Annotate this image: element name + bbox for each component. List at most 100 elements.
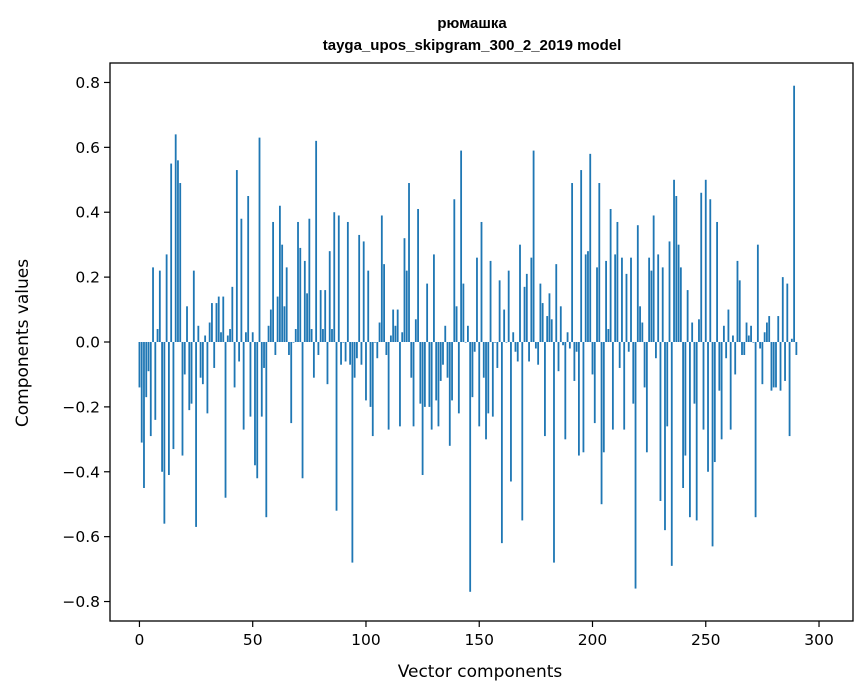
bar bbox=[589, 153, 592, 342]
bar bbox=[523, 286, 526, 342]
bar bbox=[587, 251, 589, 342]
bar bbox=[505, 342, 508, 343]
bar bbox=[611, 342, 614, 430]
bar bbox=[478, 342, 481, 427]
bar bbox=[779, 342, 782, 391]
bar bbox=[401, 332, 404, 342]
bar bbox=[308, 218, 311, 342]
bar bbox=[439, 342, 442, 381]
bar bbox=[451, 342, 453, 401]
bar bbox=[766, 322, 768, 342]
bar bbox=[689, 342, 691, 518]
bar bbox=[546, 316, 549, 342]
bar bbox=[455, 306, 458, 342]
bar bbox=[691, 322, 694, 342]
bar bbox=[557, 342, 560, 372]
bar bbox=[496, 342, 499, 368]
bar bbox=[514, 342, 517, 352]
bar bbox=[759, 342, 762, 349]
bar bbox=[371, 342, 374, 437]
bar bbox=[641, 322, 644, 342]
bar bbox=[188, 342, 191, 411]
y-tick-label: −0.4 bbox=[62, 463, 100, 481]
bar bbox=[186, 306, 188, 342]
bar bbox=[152, 267, 154, 342]
bar bbox=[507, 270, 510, 342]
bar bbox=[627, 342, 630, 352]
bar bbox=[541, 303, 544, 342]
bar bbox=[464, 342, 467, 343]
bar bbox=[636, 225, 639, 342]
bar bbox=[256, 342, 259, 479]
bar bbox=[417, 208, 419, 342]
bar bbox=[652, 215, 655, 342]
bar bbox=[618, 342, 621, 368]
bar bbox=[532, 150, 535, 342]
bar bbox=[310, 329, 313, 342]
bar bbox=[197, 325, 200, 342]
bar bbox=[303, 260, 306, 342]
y-axis-ticks: −0.8 −0.6 −0.4 −0.2 0.0 0.2 0.4 0.6 0.8 bbox=[62, 74, 110, 611]
bar bbox=[537, 342, 540, 365]
bar bbox=[163, 342, 166, 524]
bar bbox=[224, 342, 227, 498]
bar bbox=[394, 325, 397, 342]
bar bbox=[747, 335, 750, 342]
bar bbox=[510, 342, 512, 482]
bar bbox=[677, 244, 680, 342]
bar bbox=[380, 215, 383, 342]
bar bbox=[245, 332, 247, 342]
bar bbox=[616, 221, 619, 342]
bar bbox=[251, 332, 254, 342]
bar bbox=[521, 342, 524, 521]
bar bbox=[199, 342, 202, 378]
x-tick-label: 300 bbox=[804, 631, 834, 649]
bar bbox=[177, 160, 179, 342]
bar bbox=[376, 342, 379, 359]
bar bbox=[285, 267, 288, 342]
bar bbox=[453, 199, 456, 342]
bar bbox=[165, 254, 168, 342]
y-tick-label: −0.6 bbox=[62, 528, 100, 546]
bar bbox=[344, 342, 347, 362]
bar bbox=[274, 342, 277, 355]
bar bbox=[233, 342, 236, 388]
bar bbox=[555, 264, 558, 342]
bar bbox=[183, 342, 186, 375]
bar bbox=[679, 267, 682, 342]
bar bbox=[396, 309, 399, 342]
bar bbox=[324, 290, 327, 342]
bar bbox=[179, 183, 182, 342]
bar bbox=[741, 342, 743, 355]
bar bbox=[643, 342, 646, 388]
bar bbox=[480, 221, 483, 342]
bar bbox=[673, 179, 675, 342]
bar bbox=[623, 342, 626, 430]
bar bbox=[650, 270, 653, 342]
bar bbox=[722, 325, 725, 342]
bar bbox=[568, 342, 571, 349]
bar bbox=[743, 342, 746, 355]
bar bbox=[217, 296, 220, 342]
bar bbox=[174, 134, 177, 342]
bar bbox=[403, 238, 406, 342]
bar bbox=[614, 254, 617, 342]
bar bbox=[340, 342, 342, 365]
bar bbox=[709, 199, 712, 342]
y-tick-label: −0.2 bbox=[62, 398, 100, 416]
bar bbox=[437, 342, 440, 427]
bar bbox=[290, 342, 293, 424]
x-axis-label: Vector components bbox=[398, 662, 563, 682]
bar bbox=[548, 293, 551, 342]
bar bbox=[161, 342, 163, 472]
bar bbox=[632, 342, 635, 404]
bar bbox=[634, 342, 637, 589]
bar bbox=[734, 342, 737, 375]
bar bbox=[596, 267, 598, 342]
bar bbox=[260, 342, 263, 417]
bar bbox=[607, 329, 610, 342]
bar bbox=[598, 183, 601, 342]
bar bbox=[378, 322, 381, 342]
bar bbox=[716, 221, 718, 342]
bar bbox=[299, 247, 302, 342]
